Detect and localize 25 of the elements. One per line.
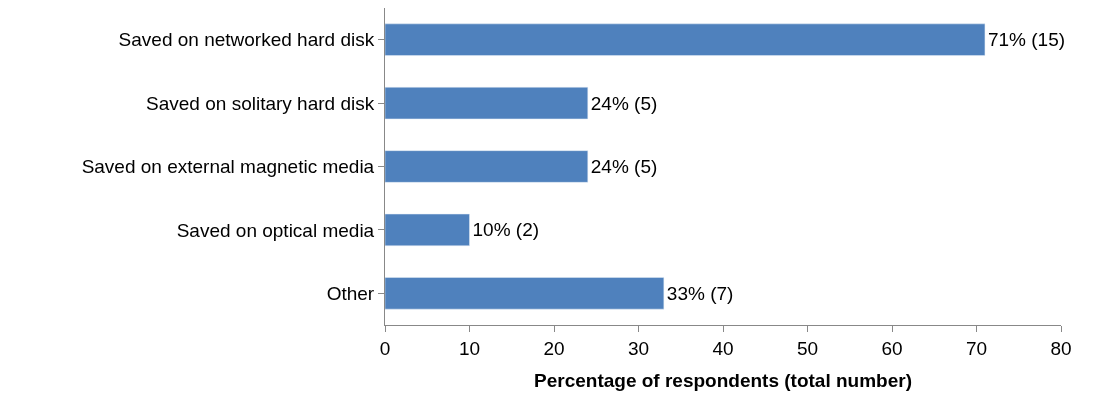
bar (385, 277, 665, 310)
data-label: 33% (7) (666, 282, 734, 304)
x-tick-label: 50 (796, 337, 819, 359)
bar (385, 150, 589, 183)
data-label: 24% (5) (590, 156, 658, 177)
x-tick-label: 20 (543, 337, 565, 359)
bar (385, 87, 589, 120)
x-axis-title: Percentage of respondents (total number) (534, 369, 912, 391)
y-tick-label: Saved on optical media (176, 219, 375, 241)
x-tick-label: 30 (627, 337, 650, 359)
y-tick-label: Saved on networked hard disk (118, 29, 375, 51)
x-tick-label: 70 (965, 337, 988, 359)
data-label: 71% (15) (987, 29, 1066, 51)
x-tick-label: 40 (712, 337, 734, 359)
x-tick-label: 80 (1050, 337, 1072, 359)
x-tick-label: 0 (379, 337, 391, 359)
y-tick-label: Saved on external magnetic media (81, 156, 375, 178)
y-tick-label: Other (326, 282, 375, 304)
bar (385, 213, 470, 246)
data-label: 10% (2) (472, 219, 540, 241)
data-label: 24% (5) (590, 92, 658, 114)
x-tick-label: 10 (458, 337, 481, 359)
x-tick-label: 60 (881, 337, 903, 359)
bar (385, 23, 986, 56)
y-tick-label: Saved on solitary hard disk (146, 92, 375, 114)
